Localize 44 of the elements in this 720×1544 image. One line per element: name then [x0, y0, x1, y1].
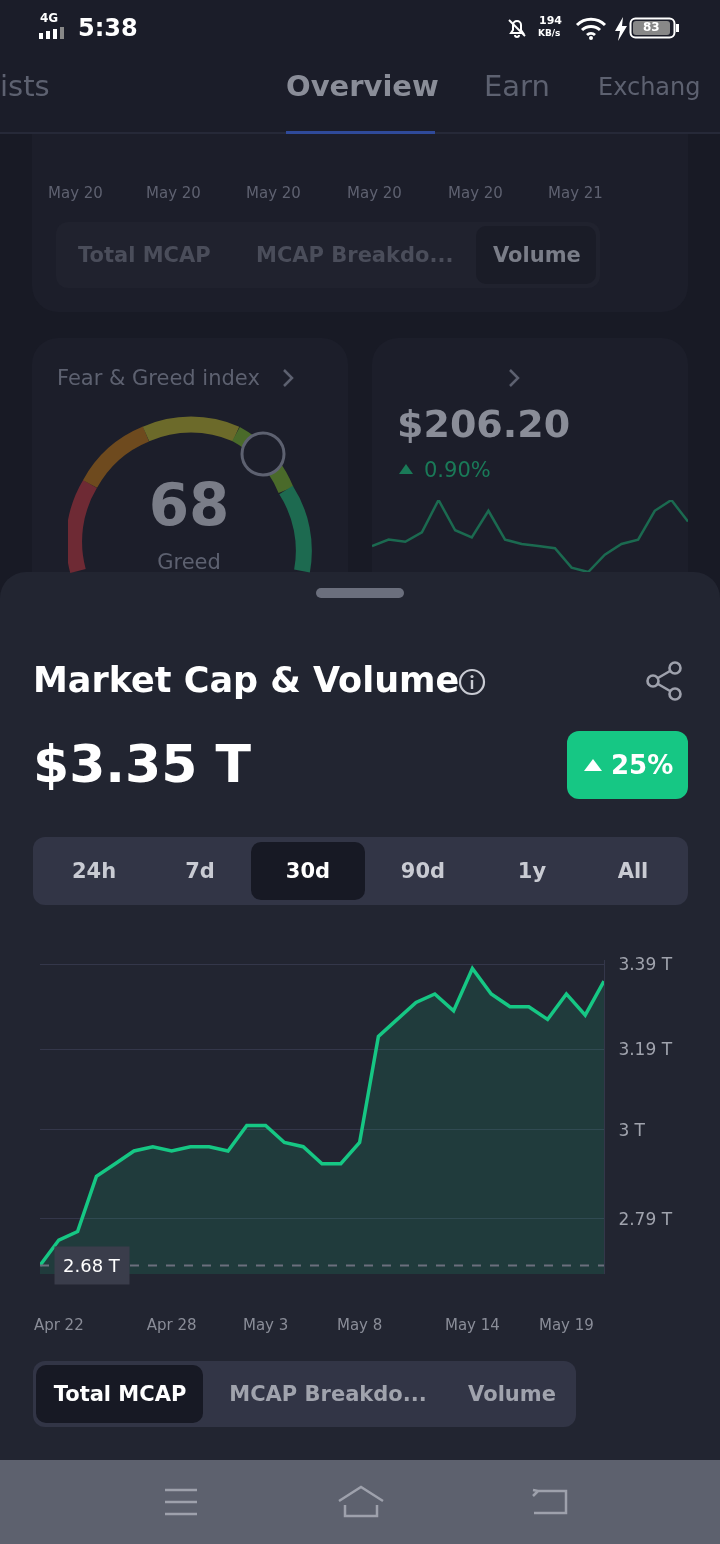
text: Volume	[468, 1382, 556, 1406]
x-tick-label: May 19	[538, 1316, 594, 1334]
y-tick-label: 3.39 T	[618, 954, 673, 975]
text: May 20	[48, 184, 103, 202]
text: KB/s	[538, 28, 561, 38]
text: Fear & Greed index	[57, 366, 260, 390]
text: ists	[0, 69, 50, 103]
text: Overview	[286, 69, 439, 103]
text: All	[617, 859, 649, 883]
y-tick-label: 3 T	[618, 1119, 646, 1140]
text: 24h	[71, 859, 117, 883]
text: 68	[148, 471, 230, 539]
text: May 20	[146, 184, 201, 202]
text: May 20	[448, 184, 503, 202]
text: Exchang	[598, 73, 701, 101]
text: 194	[539, 14, 562, 27]
x-tick-label: Apr 28	[146, 1316, 197, 1334]
text: 7d	[185, 859, 215, 883]
text: May 21	[548, 184, 603, 202]
text: May 20	[347, 184, 402, 202]
text: 83	[643, 20, 660, 34]
text: 0.90%	[424, 458, 491, 482]
y-tick-label: 2.79 T	[618, 1208, 673, 1229]
text: May 20	[246, 184, 301, 202]
x-tick-label: May 3	[242, 1316, 289, 1334]
chart-subtitle: $3.35 T	[33, 734, 252, 794]
text: $206.20	[397, 402, 571, 446]
text: MCAP Breakdo...	[229, 1382, 427, 1406]
text: 5:38	[78, 14, 138, 42]
text: 25%	[611, 750, 674, 780]
text: Total MCAP	[53, 1382, 187, 1406]
y-tick-label: 3.19 T	[618, 1039, 673, 1060]
x-tick-label: May 14	[444, 1316, 500, 1334]
ref-line-label: 2.68 T	[63, 1255, 121, 1276]
chart-title: Market Cap & Volume	[33, 660, 460, 700]
x-tick-label: Apr 22	[33, 1316, 84, 1334]
x-tick-label: May 8	[336, 1316, 383, 1334]
text: 4G	[40, 11, 59, 25]
text: Greed	[157, 550, 221, 574]
text: 30d	[285, 859, 331, 883]
text: Volume	[493, 243, 581, 267]
text: 1y	[517, 859, 547, 883]
text: 90d	[400, 859, 446, 883]
text: Earn	[484, 69, 550, 103]
